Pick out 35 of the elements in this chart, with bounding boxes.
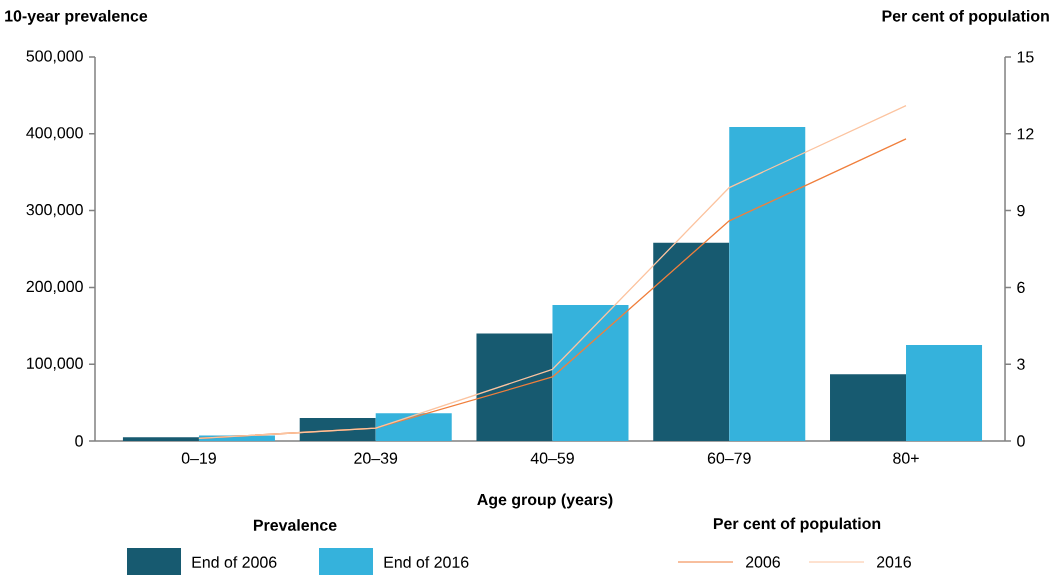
x-axis-title: Age group (years)	[477, 493, 613, 509]
bar	[653, 242, 730, 441]
y2-tick-label: 0	[1017, 435, 1025, 447]
y-tick-label: 400,000	[26, 127, 83, 141]
legend-label: 2006	[746, 556, 780, 568]
x-tick-label: 80+	[893, 452, 919, 464]
y-tick-label: 300,000	[26, 204, 83, 218]
y-tick-label: 200,000	[26, 280, 83, 294]
legend-title: Prevalence	[253, 519, 337, 531]
y-tick-label: 100,000	[27, 357, 83, 371]
legend-label: End of 2006	[192, 556, 277, 568]
y2-tick-label: 15	[1017, 51, 1034, 63]
bar	[906, 345, 983, 441]
text: Per cent of population	[713, 517, 881, 533]
y2-tick-label: 3	[1017, 358, 1025, 370]
bar	[830, 374, 907, 441]
x-tick-label: 60–79	[707, 452, 751, 464]
legend-label: End of 2016	[384, 556, 469, 568]
x-tick-label: 0–19	[181, 452, 216, 464]
bar	[476, 333, 553, 441]
bar	[375, 413, 452, 441]
bar	[729, 126, 806, 441]
y-tick-label: 500,000	[26, 50, 83, 64]
y-axis-title: 10-year prevalence	[5, 9, 148, 25]
legend-label: 2016	[877, 556, 911, 568]
y2-tick-label: 6	[1017, 281, 1025, 294]
y2-axis-title: Per cent of population	[882, 9, 1049, 25]
bar	[552, 305, 629, 441]
x-tick-label: 40–59	[530, 452, 574, 464]
y-tick-label: 0	[75, 435, 83, 447]
y2-tick-label: 9	[1017, 204, 1025, 217]
bar	[122, 437, 199, 441]
y2-tick-label: 12	[1017, 128, 1034, 140]
bar	[299, 417, 376, 441]
x-tick-label: 20–39	[354, 452, 398, 464]
